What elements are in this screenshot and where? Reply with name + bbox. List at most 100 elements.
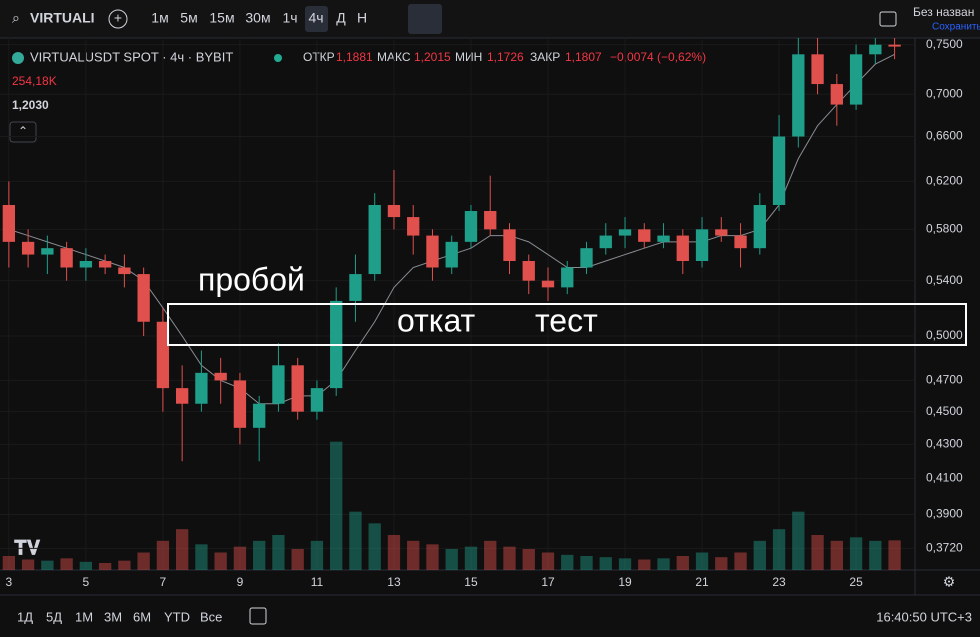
volume-bar [869, 540, 882, 570]
candle-body [888, 44, 901, 47]
volume-bar [118, 560, 131, 570]
y-tick-label: 0,6200 [926, 174, 963, 188]
clock: 16:40:50 UTC+3 [876, 609, 972, 624]
candle-body [657, 235, 670, 242]
settings-icon[interactable]: ⚙ [943, 574, 956, 590]
candle-body [175, 388, 189, 404]
candle-body [98, 261, 112, 268]
toolbar [0, 0, 980, 38]
volume-bar [156, 540, 170, 570]
candle-body [387, 204, 401, 218]
range-button[interactable]: Все [200, 609, 222, 624]
x-tick-label: 23 [772, 575, 786, 589]
annotation: тест [535, 302, 598, 338]
x-tick-label: 7 [160, 575, 167, 589]
x-tick-label: 19 [618, 575, 632, 589]
collapse-button[interactable] [9, 121, 37, 143]
range-button[interactable]: 3М [104, 609, 122, 624]
candle-body [137, 274, 150, 322]
y-tick-label: 0,4500 [926, 404, 963, 418]
volume-bar [830, 540, 843, 570]
low-value: 1,1726 [487, 50, 524, 64]
volume-bar [310, 540, 324, 570]
interval-button[interactable]: 4ч [308, 10, 323, 26]
active-interval [305, 6, 328, 32]
range-button[interactable]: 1М [75, 609, 93, 624]
interval-button[interactable]: 5м [180, 10, 197, 26]
symbol[interactable]: VIRTUALI [30, 10, 95, 26]
save-button[interactable]: Сохранить [932, 22, 980, 33]
interval-button[interactable]: Д [336, 10, 346, 26]
zone-box [167, 303, 967, 346]
y-tick-label: 0,7500 [926, 37, 963, 51]
candle-body [426, 235, 439, 268]
volume-bar [464, 546, 478, 570]
candle-body [638, 229, 651, 242]
candle-body [272, 365, 285, 404]
candle-body [349, 274, 362, 301]
interval-button[interactable]: 30м [245, 10, 270, 26]
symbol-logo [12, 52, 24, 64]
close-label: ЗАКР [530, 50, 560, 64]
add-symbol[interactable] [108, 9, 128, 29]
range-button[interactable]: 5Д [46, 609, 62, 624]
x-tick-label: 9 [237, 575, 244, 589]
volume-bar [753, 540, 766, 570]
interval-button[interactable]: Н [357, 10, 367, 26]
layout-name[interactable]: Без назван [913, 5, 974, 19]
candle-body [291, 365, 304, 412]
range-button[interactable]: YTD [164, 609, 190, 624]
volume-bar [137, 552, 150, 570]
x-tick-label: 13 [387, 575, 401, 589]
volume-bar [330, 441, 343, 570]
search-icon[interactable]: ⌕ [12, 10, 20, 26]
interval-button[interactable]: 1ч [282, 10, 297, 26]
volume-bar [484, 540, 497, 570]
chart-type-button[interactable] [408, 4, 442, 34]
open-label: ОТКР [303, 50, 335, 64]
candle-body [118, 267, 131, 275]
y-tick-label: 0,5400 [926, 273, 963, 287]
candle-body [156, 321, 170, 389]
volume-bar [272, 535, 285, 570]
volume-bar [561, 554, 574, 570]
candle-body [253, 403, 266, 428]
volume-bar [849, 537, 863, 570]
candle-body [41, 248, 54, 255]
open-value: 1,1881 [336, 50, 373, 64]
annotation: пробой [198, 261, 305, 297]
volume-bar [368, 523, 381, 570]
volume-bar [599, 557, 612, 570]
date-range-icon[interactable] [249, 607, 267, 625]
candle-body [214, 372, 227, 381]
range-button[interactable]: 1Д [17, 609, 33, 624]
volume-bar [792, 511, 805, 570]
layout-icon[interactable] [879, 11, 897, 27]
candle-body [599, 235, 612, 249]
range-button[interactable]: 6М [133, 609, 151, 624]
price-label: 1,2030 [12, 98, 49, 112]
candle-body [407, 217, 420, 236]
x-tick-label: 3 [6, 575, 13, 589]
candle-body [310, 388, 324, 412]
volume-bar [21, 559, 35, 570]
high-value: 1,2015 [414, 50, 451, 64]
close-value: 1,1807 [565, 50, 602, 64]
candle-body [792, 54, 805, 137]
interval-button[interactable]: 15м [209, 10, 234, 26]
candle-body [522, 261, 535, 281]
candle-body [561, 267, 574, 288]
candle-body [849, 54, 863, 105]
candle-body [484, 211, 497, 230]
volume-bar [580, 556, 593, 570]
candle-body [2, 204, 16, 242]
volume-bar [2, 556, 16, 570]
collapse-icon: ⌃ [18, 124, 28, 138]
candle-body [811, 54, 824, 85]
x-tick-label: 11 [311, 575, 324, 589]
x-tick-label: 17 [541, 575, 555, 589]
x-tick-label: 15 [464, 575, 478, 589]
y-tick-label: 0,7000 [926, 86, 963, 100]
interval-button[interactable]: 1м [151, 10, 168, 26]
